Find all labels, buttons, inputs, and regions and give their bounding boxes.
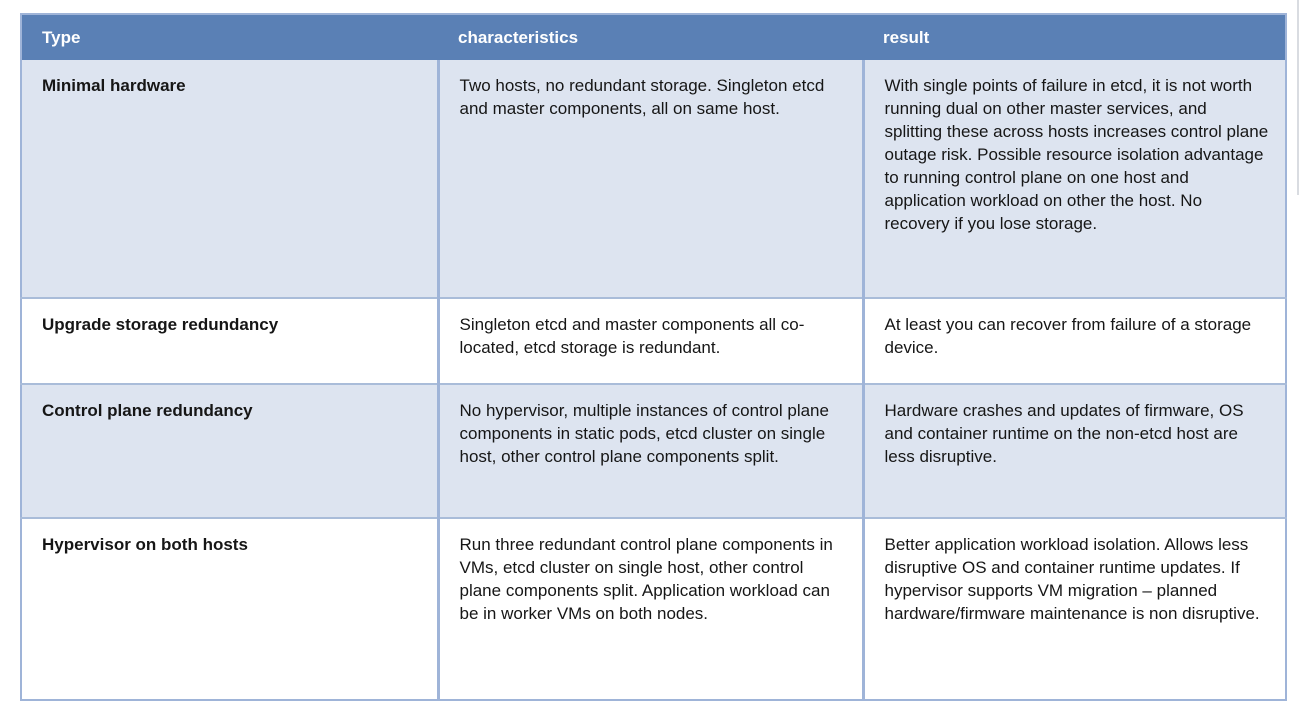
column-header-type: Type bbox=[21, 14, 438, 60]
cell-characteristics: Run three redundant control plane compon… bbox=[436, 517, 863, 700]
column-header-characteristics: characteristics bbox=[438, 14, 863, 60]
cell-result: With single points of failure in etcd, i… bbox=[861, 60, 1286, 298]
table-row: Control plane redundancy No hypervisor, … bbox=[21, 383, 1286, 518]
cell-type: Minimal hardware bbox=[21, 60, 438, 298]
table-row: Upgrade storage redundancy Singleton etc… bbox=[21, 297, 1286, 384]
cell-characteristics: Two hosts, no redundant storage. Singlet… bbox=[436, 60, 863, 298]
cell-result: Better application workload isolation. A… bbox=[861, 517, 1286, 700]
cell-result: At least you can recover from failure of… bbox=[861, 297, 1286, 384]
window-edge-line bbox=[1297, 0, 1299, 195]
cell-type: Upgrade storage redundancy bbox=[21, 297, 438, 384]
cell-type: Control plane redundancy bbox=[21, 383, 438, 518]
cluster-options-table: Type characteristics result Minimal hard… bbox=[20, 13, 1287, 701]
cell-type: Hypervisor on both hosts bbox=[21, 517, 438, 700]
table-row: Hypervisor on both hosts Run three redun… bbox=[21, 517, 1286, 700]
table-header-row: Type characteristics result bbox=[21, 14, 1286, 60]
cell-result: Hardware crashes and updates of firmware… bbox=[861, 383, 1286, 518]
column-header-result: result bbox=[863, 14, 1286, 60]
cell-characteristics: No hypervisor, multiple instances of con… bbox=[436, 383, 863, 518]
table-row: Minimal hardware Two hosts, no redundant… bbox=[21, 60, 1286, 298]
cell-characteristics: Singleton etcd and master components all… bbox=[436, 297, 863, 384]
